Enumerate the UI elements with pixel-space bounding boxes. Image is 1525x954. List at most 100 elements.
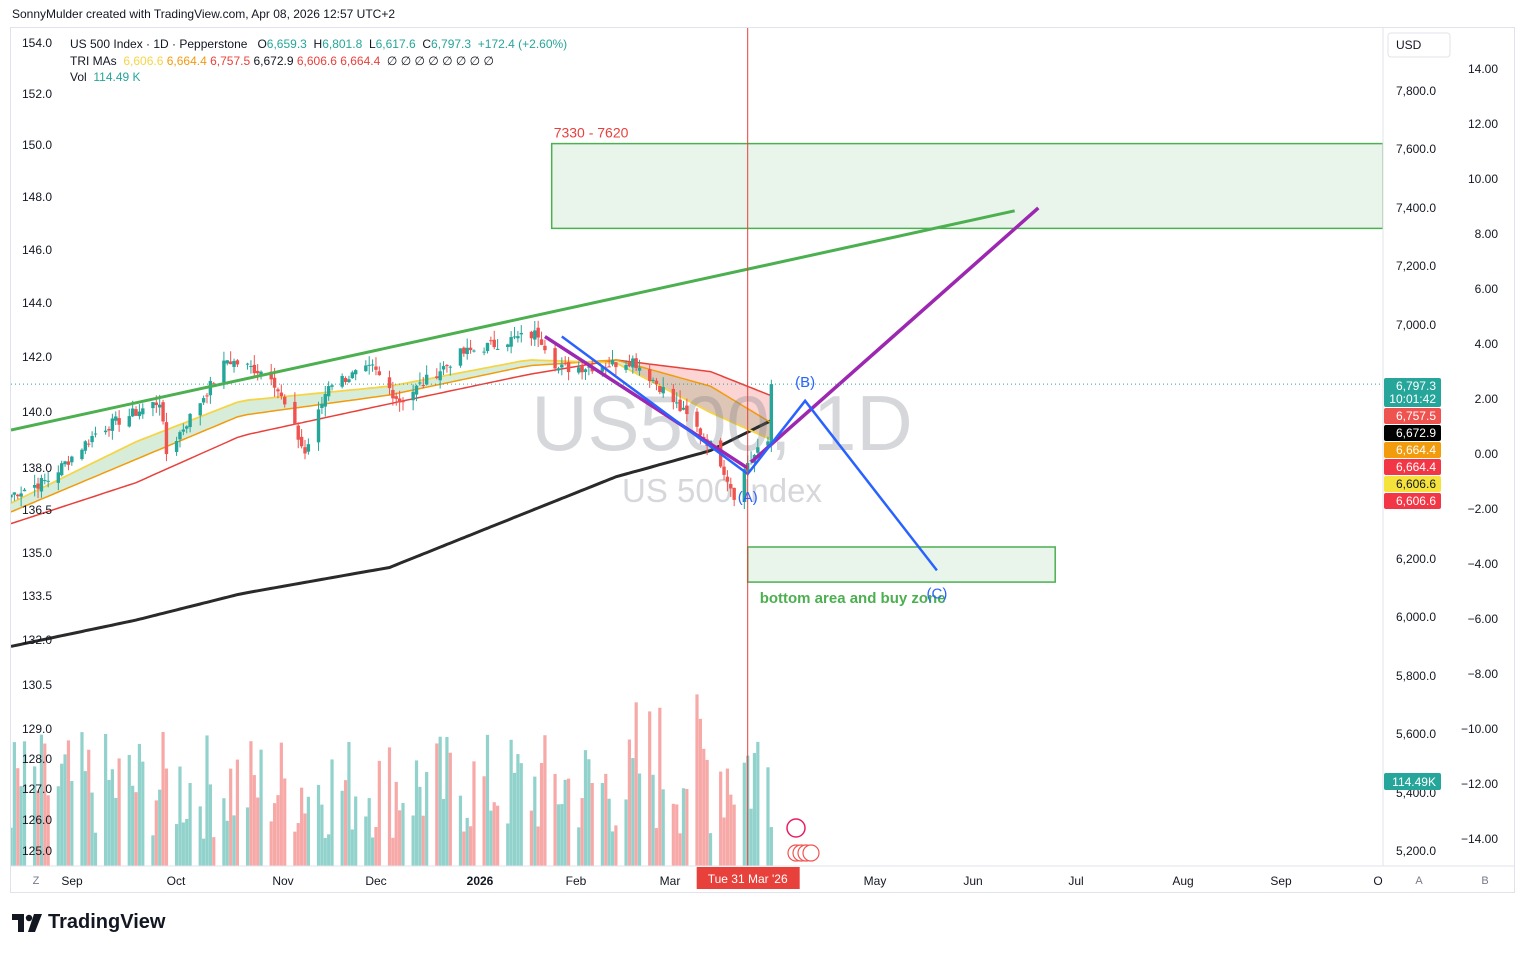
volume-tag-label: 114.49K	[1392, 775, 1436, 789]
volume-bar	[256, 797, 260, 866]
volume-bar	[93, 832, 98, 866]
time-axis-label: Jun	[963, 874, 982, 888]
candle-body	[323, 394, 327, 407]
candle-body	[387, 377, 392, 389]
volume-bar	[245, 807, 250, 866]
buy-zone-box[interactable]	[746, 546, 1056, 583]
candle-body	[465, 347, 469, 355]
volume-bar	[43, 743, 47, 866]
candle-body	[685, 405, 689, 415]
volume-bar	[543, 735, 547, 866]
candle-body	[320, 403, 324, 408]
volume-bar	[421, 815, 425, 866]
candle-body	[130, 408, 135, 417]
candle-body	[583, 369, 588, 373]
ma-fast-line[interactable]	[11, 359, 772, 505]
candle-body	[154, 402, 159, 406]
candle-body	[495, 348, 500, 350]
volume-bar	[658, 707, 662, 866]
ma200-line[interactable]	[11, 419, 772, 648]
chart-frame	[10, 27, 1515, 893]
volume-bar	[722, 817, 726, 866]
legend-tri-label[interactable]: TRI MAs	[70, 53, 117, 68]
candle-body	[370, 364, 375, 366]
candle-body	[32, 485, 37, 488]
candle-body	[63, 461, 67, 465]
price-axis-label: 7,200.0	[1396, 259, 1436, 273]
event-lightning-icon[interactable]	[786, 818, 806, 838]
candle-body	[506, 344, 510, 348]
volume-bar	[235, 759, 240, 866]
tradingview-logo-icon	[12, 913, 42, 932]
volume-bar	[252, 775, 256, 866]
time-axis-label: Mar	[660, 874, 681, 888]
candle-body	[19, 493, 23, 497]
legend-vol-value: 114.49 K	[93, 70, 141, 84]
candle-body	[421, 385, 425, 387]
price-tag	[1384, 378, 1441, 407]
tradingview-logo[interactable]: TradingView	[12, 911, 165, 934]
time-axis-label: Sep	[61, 874, 83, 888]
ma-slow-line[interactable]	[11, 359, 772, 525]
legend-symbol[interactable]: US 500 Index · 1D · Pepperstone	[70, 37, 248, 51]
us-flag-event-icon[interactable]	[802, 844, 820, 862]
volume-bar	[104, 733, 108, 866]
green-trendline[interactable]	[11, 209, 1015, 432]
price-axis-label: 6,000.0	[1396, 610, 1436, 624]
candle-body	[56, 472, 61, 483]
price-axis-label: 7,000.0	[1396, 318, 1436, 332]
candle-body	[181, 429, 186, 432]
candle-body	[631, 358, 635, 368]
blue-abc-path[interactable]	[561, 335, 938, 572]
volume-bar	[506, 823, 510, 866]
candle-body	[610, 360, 615, 365]
candle-body	[732, 487, 736, 500]
candle-body	[198, 403, 202, 416]
candle-body	[66, 461, 71, 465]
log-scale-button[interactable]: B	[1481, 875, 1488, 887]
candle-body	[414, 385, 419, 395]
left-axis-label: 152.0	[22, 87, 52, 101]
candle-body	[164, 422, 169, 455]
volume-bar	[188, 782, 192, 866]
volume-bar	[627, 739, 632, 866]
auto-scale-button[interactable]: A	[1415, 875, 1423, 887]
candle-body	[107, 428, 111, 431]
currency-label: USD	[1396, 38, 1422, 52]
volume-bar	[110, 769, 114, 866]
volume-bar	[587, 759, 591, 866]
volume-bar	[671, 803, 675, 866]
candle-body	[512, 336, 517, 338]
volume-bar	[114, 797, 118, 866]
candle-body	[245, 363, 250, 365]
volume-bar	[87, 749, 91, 866]
candle-body	[624, 365, 628, 370]
volume-bar	[529, 810, 534, 866]
purple-up-trendline[interactable]	[749, 206, 1040, 464]
candle-body	[394, 396, 398, 399]
currency-selector[interactable]	[1387, 32, 1451, 58]
volume-bar	[769, 827, 773, 866]
candle-body	[117, 418, 121, 425]
volume-bar	[340, 790, 344, 866]
volume-bar	[283, 778, 287, 866]
candle-body	[255, 370, 260, 374]
volume-bar	[533, 776, 537, 866]
candle-body	[303, 447, 307, 454]
volume-bar	[583, 750, 588, 866]
purple-down-trendline[interactable]	[543, 335, 749, 470]
zoom-button[interactable]: Z	[33, 875, 40, 887]
candle-body	[350, 372, 355, 379]
candle-body	[401, 401, 405, 403]
legend-vol-label[interactable]: Vol	[70, 70, 87, 84]
price-axis-label: 7,400.0	[1396, 201, 1436, 215]
left-axis-label: 128.0	[22, 752, 52, 766]
target-zone-box[interactable]	[550, 142, 1383, 230]
percent-axis-label: 8.00	[1475, 227, 1499, 241]
candle-body	[103, 430, 108, 433]
candle-body	[607, 366, 611, 368]
wave-c-label: (C)	[927, 585, 948, 602]
volume-bar	[398, 810, 402, 866]
volume-bar	[425, 771, 429, 866]
